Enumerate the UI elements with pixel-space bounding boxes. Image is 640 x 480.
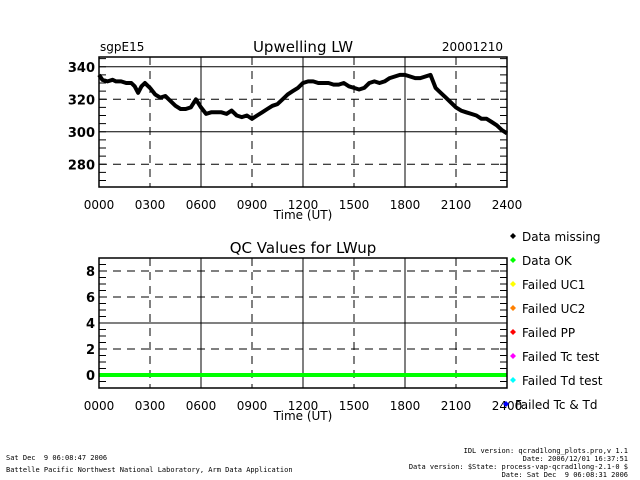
qc-legend: Data missing Data OK Failed UC1 Failed UC2 F…: [503, 230, 603, 412]
legend-marker: [510, 281, 516, 287]
bottom-chart-title: QC Values for LWup: [230, 239, 377, 257]
x-tick-label: 0000: [84, 198, 115, 212]
x-tick-label: 0900: [237, 399, 268, 413]
legend-marker: [510, 257, 516, 263]
y-tick-label: 8: [86, 265, 95, 280]
footer-data-date: Date: Sat Dec 9 06:08:31 2006: [501, 471, 628, 479]
x-tick-label: 0000: [84, 399, 115, 413]
bottom-plot-frame: [98, 257, 508, 389]
x-tick-label: 1800: [390, 198, 421, 212]
x-tick-label: 0600: [186, 198, 217, 212]
y-tick-label: 340: [68, 61, 95, 76]
legend-label: Data missing: [522, 230, 601, 244]
bottom-x-axis-label: Time (UT): [273, 409, 333, 423]
top-x-axis-label: Time (UT): [273, 208, 333, 222]
legend-marker: [503, 401, 509, 407]
legend-label: Failed UC1: [522, 278, 585, 292]
footer-institution: Battelle Pacific Northwest National Labo…: [6, 466, 293, 474]
x-tick-label: 1800: [390, 399, 421, 413]
y-tick-label: 2: [86, 343, 95, 358]
x-tick-label: 0600: [186, 399, 217, 413]
legend-marker: [510, 353, 516, 359]
top-chart-title: Upwelling LW: [253, 38, 353, 56]
upwelling-lw-chart: sgpE15 Upwelling LW 20001210 280 300 320 34…: [68, 38, 522, 222]
legend-label: Data OK: [522, 254, 573, 268]
x-tick-label: 0300: [135, 399, 166, 413]
y-tick-label: 320: [68, 93, 95, 108]
y-tick-label: 280: [68, 158, 95, 173]
legend-label: Failed Td test: [522, 374, 603, 388]
legend-marker: [510, 329, 516, 335]
legend-label: Failed PP: [522, 326, 575, 340]
top-plot-frame: [98, 56, 508, 188]
x-tick-label: 2400: [492, 198, 523, 212]
footer-idl-date: Date: 2006/12/01 16:37:51: [522, 455, 628, 463]
legend-marker: [510, 233, 516, 239]
x-tick-label: 1200: [288, 198, 319, 212]
y-tick-label: 6: [86, 291, 95, 306]
x-tick-label: 0900: [237, 198, 268, 212]
footer-run-date: Sat Dec 9 06:08:47 2006: [6, 454, 108, 462]
y-tick-label: 300: [68, 126, 95, 141]
x-tick-label: 1500: [339, 399, 370, 413]
footer-data-version: Data version: $State: process-vap-qcrad1…: [408, 463, 628, 471]
date-label: 20001210: [442, 40, 503, 54]
footer-idl-version: IDL version: qcrad1long_plots.pro,v 1.1: [463, 447, 628, 455]
x-tick-label: 0300: [135, 198, 166, 212]
legend-marker: [510, 377, 516, 383]
legend-marker: [510, 305, 516, 311]
legend-label: Failed Tc & Td: [515, 398, 597, 412]
x-tick-label: 2100: [441, 399, 472, 413]
x-tick-label: 1200: [288, 399, 319, 413]
lwup-series-line: [97, 72, 509, 136]
legend-label: Failed Tc test: [522, 350, 600, 364]
x-tick-label: 2100: [441, 198, 472, 212]
y-tick-label: 0: [86, 369, 95, 384]
x-tick-label: 1500: [339, 198, 370, 212]
qc-values-chart: QC Values for LWup 0 2 4 6 8 0000 0300 0600 090…: [84, 239, 523, 423]
legend-label: Failed UC2: [522, 302, 585, 316]
station-label: sgpE15: [100, 40, 144, 54]
y-tick-label: 4: [86, 317, 95, 332]
